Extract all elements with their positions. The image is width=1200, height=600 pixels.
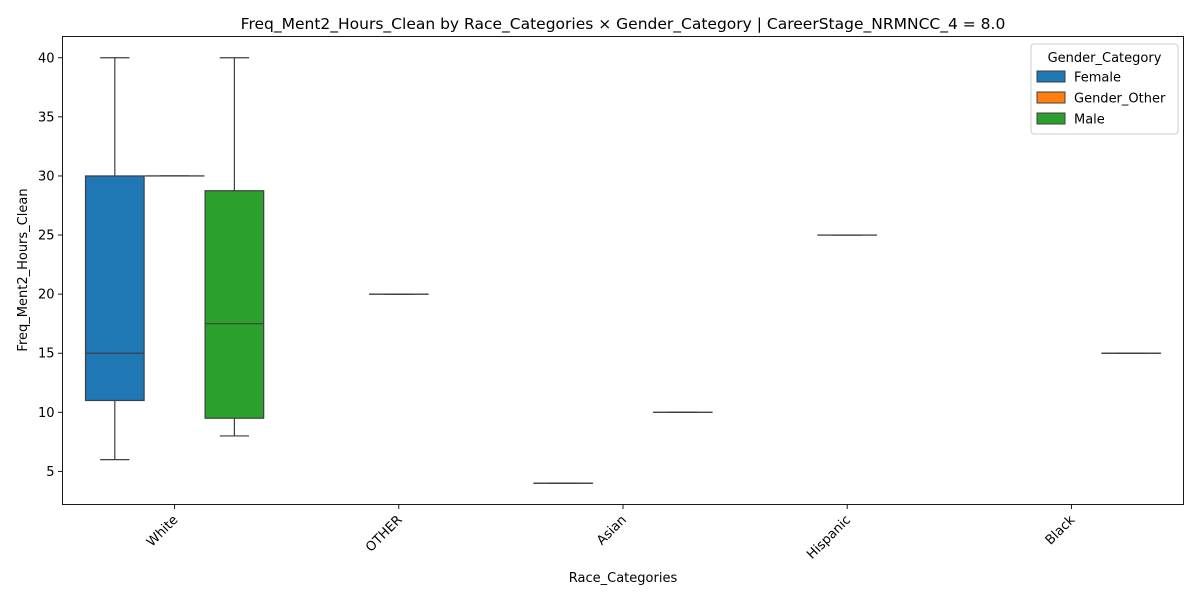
y-tick-label: 30 <box>38 169 55 184</box>
y-tick-label: 15 <box>38 347 55 362</box>
x-tick-label: Black <box>1043 512 1079 548</box>
y-tick-label: 40 <box>38 51 55 66</box>
box-iqr <box>204 190 265 419</box>
legend-frame <box>1030 43 1179 135</box>
legend-swatch <box>1036 91 1066 104</box>
legend-swatch <box>1036 112 1066 125</box>
legend-label: Gender_Other <box>1074 92 1166 107</box>
box-male-white <box>204 57 265 437</box>
y-tick-label: 25 <box>38 229 55 244</box>
y-tick-label: 35 <box>38 110 55 125</box>
box-female-white <box>84 57 145 461</box>
legend-title: Gender_Category <box>1048 51 1162 66</box>
legend: Gender_Category Female Gender_Other Male <box>1030 43 1179 135</box>
y-tick-label: 5 <box>46 465 54 480</box>
chart-title: Freq_Ment2_Hours_Clean by Race_Categorie… <box>241 15 1006 34</box>
legend-label: Male <box>1074 113 1105 128</box>
legend-swatch <box>1036 70 1066 83</box>
y-tick-label: 20 <box>38 288 55 303</box>
axes-frame <box>62 36 1184 505</box>
x-tick-label: OTHER <box>363 513 406 556</box>
y-tick-label: 10 <box>38 406 55 421</box>
legend-label: Female <box>1074 71 1121 86</box>
x-axis: White OTHER Asian Hispanic Black <box>144 504 1079 563</box>
x-tick-label: Hispanic <box>804 513 854 563</box>
x-axis-label: Race_Categories <box>569 571 678 586</box>
x-tick-label: Asian <box>594 513 630 549</box>
plot-area <box>84 57 1162 484</box>
x-tick-label: White <box>144 513 181 550</box>
box-iqr <box>84 175 145 402</box>
y-axis: 5 10 15 20 25 30 35 40 <box>38 51 63 480</box>
y-axis-label: Freq_Ment2_Hours_Clean <box>16 188 31 351</box>
